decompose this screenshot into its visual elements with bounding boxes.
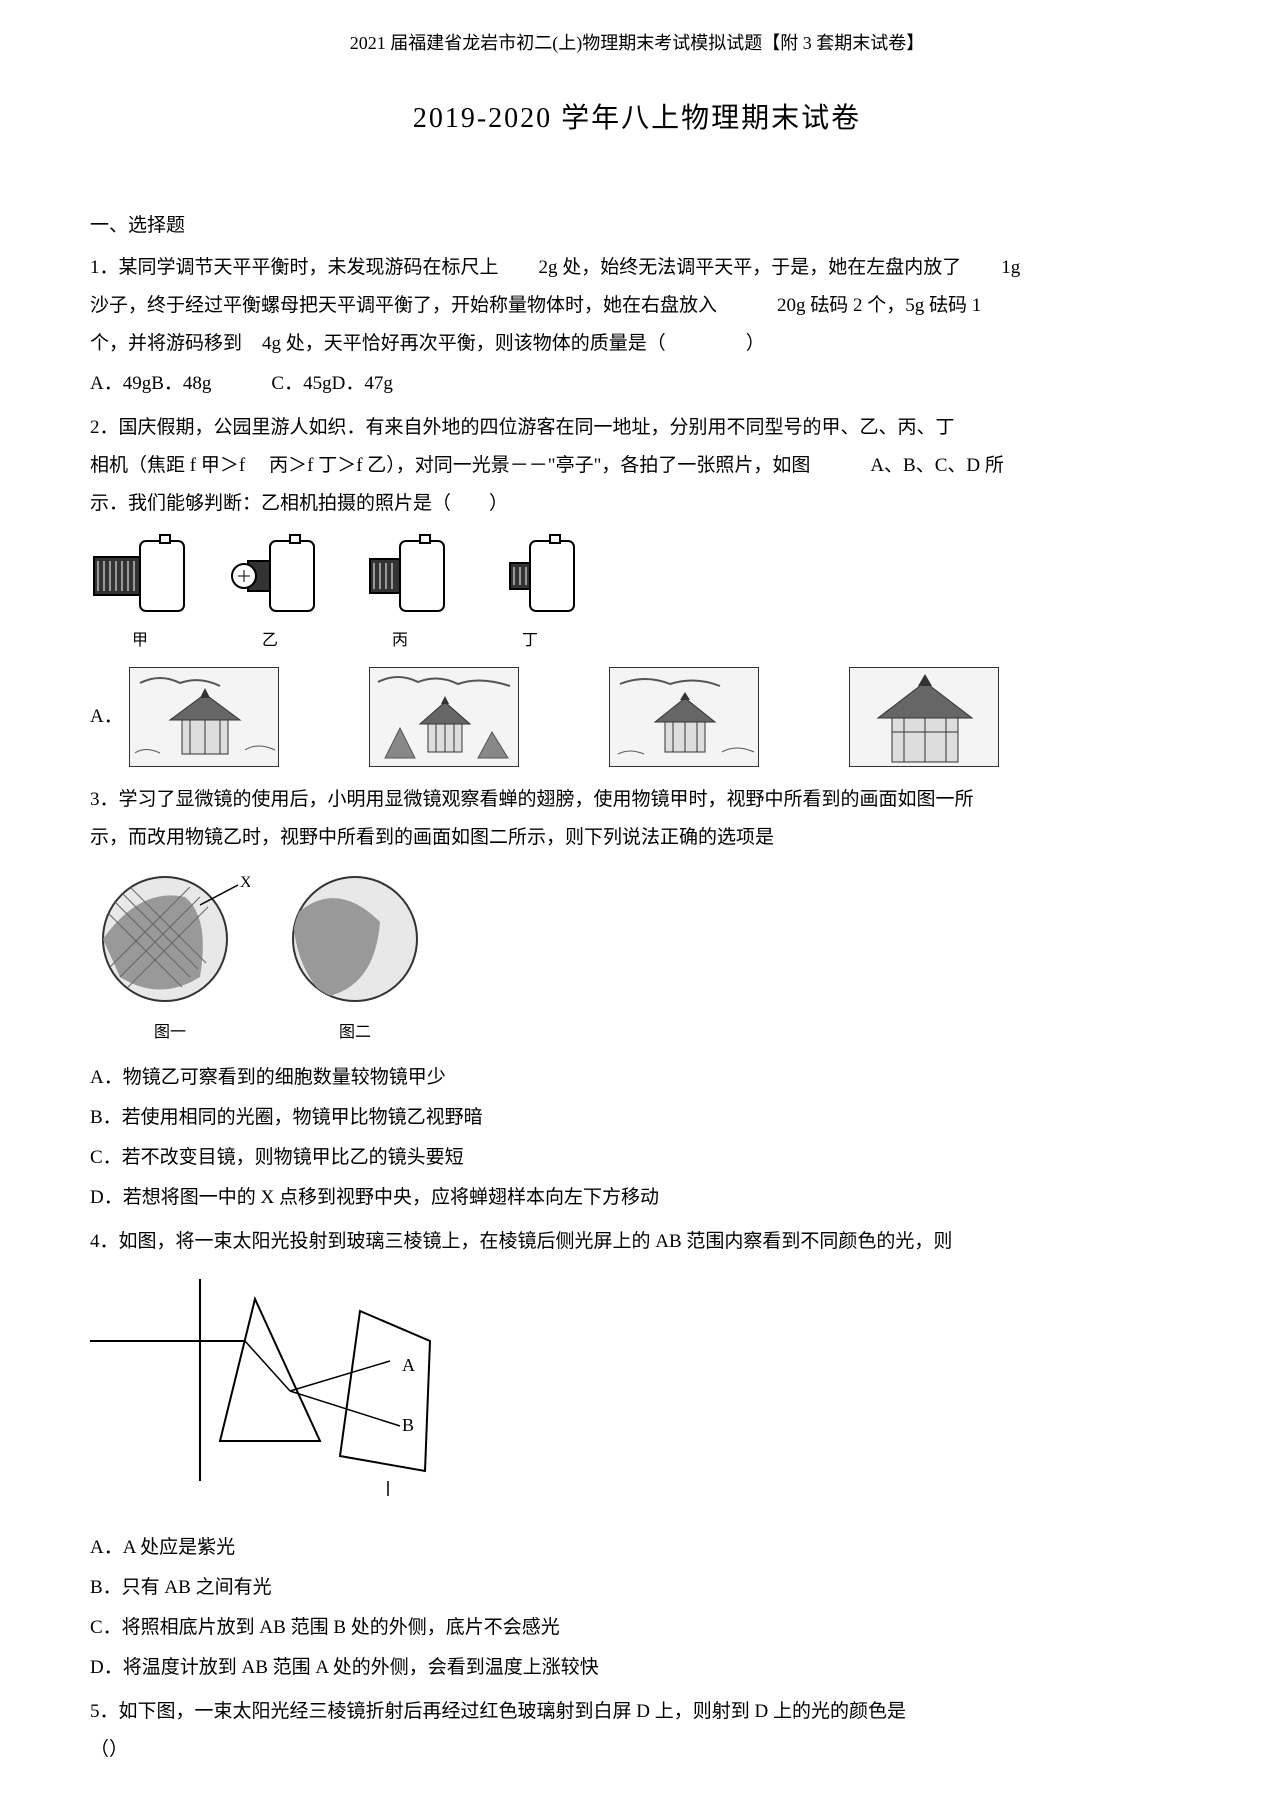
q2-l2b: 丙＞f 丁＞f 乙），对同一光景－－"亭子"，各拍了一张照片，如图 xyxy=(269,455,810,476)
pavilion-c-icon xyxy=(610,668,759,767)
camera-jia-icon xyxy=(90,533,190,623)
microscope-fig2-icon xyxy=(280,867,430,1017)
q4-optB: B．只有 AB 之间有光 xyxy=(90,1569,1184,1607)
section-heading: 一、选择题 xyxy=(90,207,1184,245)
q5-l1: 如下图，一束太阳光经三棱镜折射后再经过红色玻璃射到白屏 D 上，则射到 D 上的… xyxy=(119,1701,906,1722)
camera-ding: 丁 xyxy=(480,533,580,657)
q3-optB: B．若使用相同的光圈，物镜甲比物镜乙视野暗 xyxy=(90,1099,1184,1137)
microscope-fig1-label: 图一 xyxy=(154,1017,186,1049)
q4-optA: A．A 处应是紫光 xyxy=(90,1529,1184,1567)
q1-optD: D．47g xyxy=(332,373,393,394)
q1-optA: A．49g xyxy=(90,373,151,394)
pavilion-c xyxy=(609,667,759,767)
q1-text: 1．某同学调节天平平衡时，未发现游码在标尺上 2g 处，始终无法调平天平，于是，她… xyxy=(90,249,1184,287)
q5-line2: （） xyxy=(90,1731,1184,1769)
svg-text:X: X xyxy=(240,874,250,891)
prism-label-a: A xyxy=(402,1355,415,1375)
pavilion-a xyxy=(129,667,279,767)
question-1: 1．某同学调节天平平衡时，未发现游码在标尺上 2g 处，始终无法调平天平，于是，她… xyxy=(90,249,1184,403)
q2-line1: 2．国庆假期，公园里游人如织．有来自外地的四位游客在同一地址，分别用不同型号的甲… xyxy=(90,409,1184,447)
microscope-fig2: 图二 xyxy=(280,867,430,1049)
q1-optC: C．45g xyxy=(271,373,331,394)
q3-line1: 3．学习了显微镜的使用后，小明用显微镜观察看蝉的翅膀，使用物镜甲时，视野中所看到… xyxy=(90,781,1184,819)
q4-l1: 如图，将一束太阳光投射到玻璃三棱镜上，在棱镜后侧光屏上的 AB 范围内察看到不同… xyxy=(119,1231,953,1252)
q3-optD: D．若想将图一中的 X 点移到视野中央，应将蝉翅样本向左下方移动 xyxy=(90,1179,1184,1217)
question-5: 5．如下图，一束太阳光经三棱镜折射后再经过红色玻璃射到白屏 D 上，则射到 D … xyxy=(90,1693,1184,1769)
q4-line1: 4．如图，将一束太阳光投射到玻璃三棱镜上，在棱镜后侧光屏上的 AB 范围内察看到… xyxy=(90,1223,1184,1261)
q1-l3c: ） xyxy=(746,333,765,354)
q3-optC: C．若不改变目镜，则物镜甲比乙的镜头要短 xyxy=(90,1139,1184,1177)
camera-ding-label: 丁 xyxy=(522,625,538,657)
q4-figure: A B xyxy=(90,1271,1184,1515)
q3-optA: A．物镜乙可察看到的细胞数量较物镜甲少 xyxy=(90,1059,1184,1097)
q2-pavilion-row: A． xyxy=(90,667,1184,767)
q2-line2: 相机（焦距 f 甲＞f 丙＞f 丁＞f 乙），对同一光景－－"亭子"，各拍了一张照… xyxy=(90,447,1184,485)
q2-l2a: 相机（焦距 f 甲＞f xyxy=(90,455,245,476)
q3-line2: 示，而改用物镜乙时，视野中所看到的画面如图二所示，则下列说法正确的选项是 xyxy=(90,819,1184,857)
q1-l1b: 2g 处，始终无法调平天平，于是，她在左盘内放了 xyxy=(539,257,962,278)
q1-options: A．49gB．48g C．45gD．47g xyxy=(90,365,1184,403)
question-3: 3．学习了显微镜的使用后，小明用显微镜观察看蝉的翅膀，使用物镜甲时，视野中所看到… xyxy=(90,781,1184,1217)
q2-pav-prefix: A． xyxy=(90,698,123,736)
question-4: 4．如图，将一束太阳光投射到玻璃三棱镜上，在棱镜后侧光屏上的 AB 范围内察看到… xyxy=(90,1223,1184,1687)
q4-optC: C．将照相底片放到 AB 范围 B 处的外侧，底片不会感光 xyxy=(90,1609,1184,1647)
question-2: 2．国庆假期，公园里游人如织．有来自外地的四位游客在同一地址，分别用不同型号的甲… xyxy=(90,409,1184,767)
pavilion-d xyxy=(849,667,999,767)
q1-optB: B．48g xyxy=(151,373,211,394)
q3-l1: 学习了显微镜的使用后，小明用显微镜观察看蝉的翅膀，使用物镜甲时，视野中所看到的画… xyxy=(119,789,974,810)
microscope-fig1: X 图一 xyxy=(90,867,250,1049)
q2-camera-row: 甲 乙 丙 xyxy=(90,533,1184,657)
prism-label-b: B xyxy=(402,1415,414,1435)
pavilion-b-icon xyxy=(370,668,519,767)
q4-optD: D．将温度计放到 AB 范围 A 处的外侧，会看到温度上涨较快 xyxy=(90,1649,1184,1687)
q3-num: 3． xyxy=(90,789,119,810)
q3-figures: X 图一 图二 xyxy=(90,867,1184,1049)
q2-l1: 国庆假期，公园里游人如织．有来自外地的四位游客在同一地址，分别用不同型号的甲、乙… xyxy=(119,417,955,438)
camera-bing-label: 丙 xyxy=(392,625,408,657)
page-header-note: 2021 届福建省龙岩市初二(上)物理期末考试模拟试题【附 3 套期末试卷】 xyxy=(90,25,1184,61)
q1-l1a: 某同学调节天平平衡时，未发现游码在标尺上 xyxy=(119,257,499,278)
q5-num: 5． xyxy=(90,1701,119,1722)
q1-l2a: 沙子，终于经过平衡螺母把天平调平衡了，开始称量物体时，她在右盘放入 xyxy=(90,295,717,316)
camera-jia: 甲 xyxy=(90,533,190,657)
microscope-fig1-icon: X xyxy=(90,867,250,1017)
q2-line3: 示．我们能够判断：乙相机拍摄的照片是（ ） xyxy=(90,485,1184,523)
q2-l2c: A、B、C、D 所 xyxy=(870,455,1004,476)
pavilion-b xyxy=(369,667,519,767)
camera-bing-icon xyxy=(350,533,450,623)
q1-l3b: 4g 处，天平恰好再次平衡，则该物体的质量是（ xyxy=(262,333,666,354)
camera-bing: 丙 xyxy=(350,533,450,657)
q1-line2: 沙子，终于经过平衡螺母把天平调平衡了，开始称量物体时，她在右盘放入 20g 砝码 … xyxy=(90,287,1184,325)
microscope-fig2-label: 图二 xyxy=(339,1017,371,1049)
q1-line3: 个，并将游码移到 4g 处，天平恰好再次平衡，则该物体的质量是（ ） xyxy=(90,325,1184,363)
camera-yi-icon xyxy=(220,533,320,623)
camera-ding-icon xyxy=(480,533,580,623)
q1-l2b: 20g 砝码 2 个，5g 砝码 1 xyxy=(777,295,981,316)
q5-line1: 5．如下图，一束太阳光经三棱镜折射后再经过红色玻璃射到白屏 D 上，则射到 D … xyxy=(90,1693,1184,1731)
q4-num: 4． xyxy=(90,1231,119,1252)
q2-num: 2． xyxy=(90,417,119,438)
prism-icon: A B xyxy=(90,1271,450,1501)
camera-yi-label: 乙 xyxy=(262,625,278,657)
pavilion-d-icon xyxy=(850,668,999,767)
camera-yi: 乙 xyxy=(220,533,320,657)
q1-num: 1． xyxy=(90,257,119,278)
camera-jia-label: 甲 xyxy=(132,625,148,657)
exam-title: 2019-2020 学年八上物理期末试卷 xyxy=(90,91,1184,147)
q1-l1c: 1g xyxy=(1001,257,1020,278)
pavilion-a-icon xyxy=(130,668,279,767)
q1-l3a: 个，并将游码移到 xyxy=(90,333,242,354)
